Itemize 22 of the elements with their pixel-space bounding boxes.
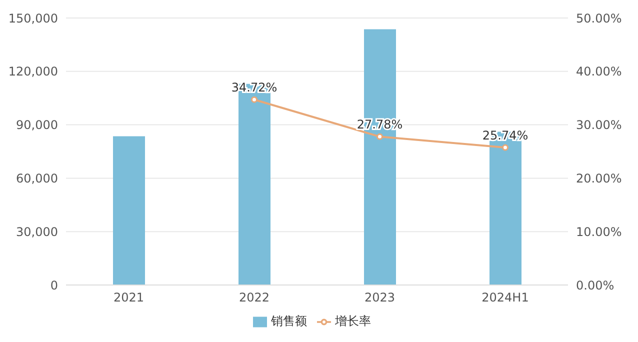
y2-tick-label: 0.00% [576,278,614,292]
y2-tick-label: 30.00% [576,118,622,132]
point [251,96,258,103]
x-tick-label: 2022 [238,290,270,305]
y-tick-label: 150,000 [8,11,58,26]
y-tick-label: 120,000 [8,64,58,79]
point [376,133,383,140]
y2-tick-label: 20.00% [576,171,622,186]
x-tick-label: 2024H1 [482,290,529,305]
x-tick-label: 2023 [364,290,396,305]
y2-tick-label: 40.00% [576,64,622,79]
y-tick-label: 30,000 [16,224,58,239]
bar [113,136,145,285]
legend-label: 增长率 [335,314,371,328]
legend-label: 销售额 [271,314,307,328]
y-tick-label: 0 [50,278,58,292]
point [502,144,508,151]
y2-tick-label: 50.00% [576,11,622,26]
x-tick-label: 2021 [113,290,144,305]
y-tick-label: 60,000 [16,171,58,186]
y2-tick-label: 10.00% [576,224,622,239]
y-tick-label: 90,000 [16,118,58,132]
